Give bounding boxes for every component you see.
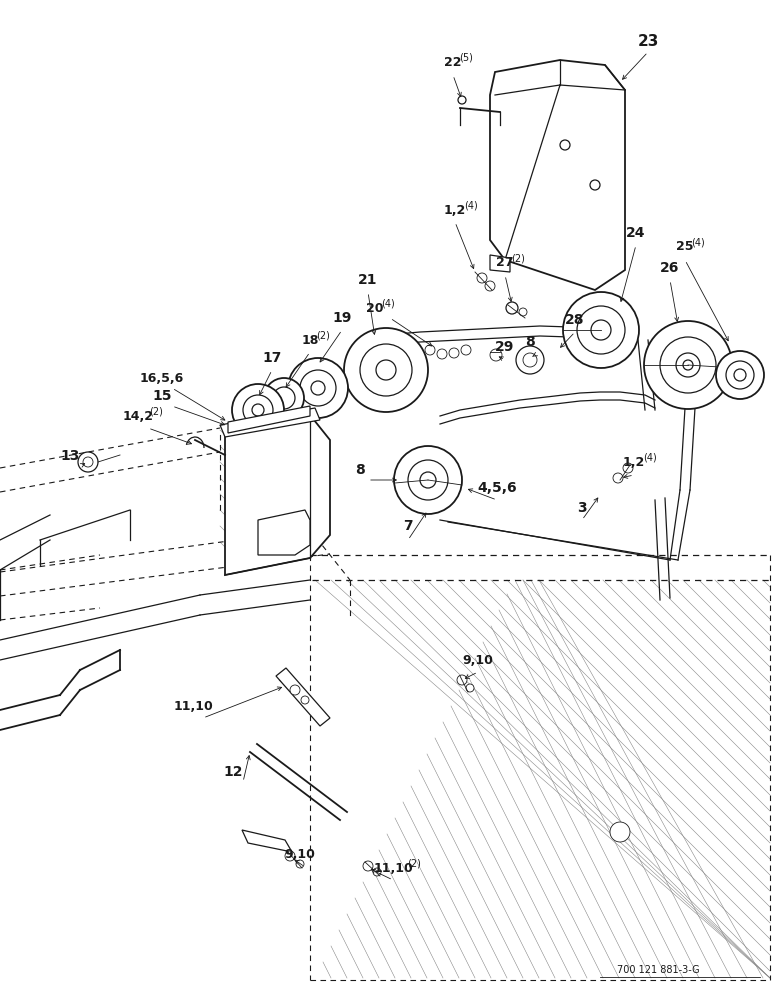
Circle shape <box>449 348 459 358</box>
Circle shape <box>466 684 474 692</box>
Polygon shape <box>242 830 292 852</box>
Circle shape <box>288 358 348 418</box>
Text: (4): (4) <box>381 298 394 308</box>
Text: 1,2: 1,2 <box>444 204 466 217</box>
Circle shape <box>78 452 98 472</box>
Text: 29: 29 <box>496 340 515 354</box>
Polygon shape <box>225 415 330 575</box>
Circle shape <box>591 320 611 340</box>
Polygon shape <box>220 408 320 437</box>
Text: 9,10: 9,10 <box>285 848 316 861</box>
Circle shape <box>519 308 527 316</box>
Circle shape <box>285 851 295 861</box>
Circle shape <box>676 353 700 377</box>
Circle shape <box>613 473 623 483</box>
Circle shape <box>437 349 447 359</box>
Polygon shape <box>276 668 330 726</box>
Circle shape <box>83 457 93 467</box>
Text: (2): (2) <box>511 253 525 263</box>
Text: 11,10: 11,10 <box>173 700 213 712</box>
Text: (5): (5) <box>459 52 472 62</box>
Circle shape <box>523 353 537 367</box>
Text: 20: 20 <box>366 302 384 314</box>
Circle shape <box>301 696 309 704</box>
Circle shape <box>644 321 732 409</box>
Text: 23: 23 <box>638 34 659 49</box>
Text: 9,10: 9,10 <box>462 654 493 666</box>
Circle shape <box>376 360 396 380</box>
Circle shape <box>563 292 639 368</box>
Circle shape <box>420 472 436 488</box>
Circle shape <box>560 140 570 150</box>
Text: 11,10: 11,10 <box>373 861 413 874</box>
Circle shape <box>457 675 467 685</box>
Circle shape <box>716 351 764 399</box>
Text: 18: 18 <box>301 334 319 347</box>
Circle shape <box>373 868 381 876</box>
Text: 21: 21 <box>358 273 378 287</box>
Text: 24: 24 <box>626 226 645 240</box>
Circle shape <box>273 387 295 409</box>
Circle shape <box>734 369 746 381</box>
Circle shape <box>300 370 336 406</box>
Circle shape <box>461 345 471 355</box>
Polygon shape <box>228 406 310 433</box>
Text: 22: 22 <box>444 55 462 68</box>
Circle shape <box>296 860 304 868</box>
Circle shape <box>726 361 754 389</box>
Circle shape <box>477 273 487 283</box>
Circle shape <box>252 404 264 416</box>
Text: 28: 28 <box>565 313 584 327</box>
Circle shape <box>623 463 633 473</box>
Circle shape <box>683 360 693 370</box>
Text: 12: 12 <box>223 765 242 779</box>
Circle shape <box>516 346 544 374</box>
Circle shape <box>506 302 518 314</box>
Text: (2): (2) <box>150 406 164 416</box>
Text: 26: 26 <box>660 261 679 275</box>
Circle shape <box>660 337 716 393</box>
Text: 27: 27 <box>496 256 513 269</box>
Text: 14,2: 14,2 <box>123 410 154 422</box>
Circle shape <box>243 395 273 425</box>
Text: 1,2: 1,2 <box>623 456 645 468</box>
Text: 8: 8 <box>525 335 535 349</box>
Text: 25: 25 <box>676 240 694 253</box>
Circle shape <box>290 685 300 695</box>
Circle shape <box>408 460 448 500</box>
Polygon shape <box>490 255 510 272</box>
Text: 4,5,6: 4,5,6 <box>477 481 516 495</box>
Text: 16,5,6: 16,5,6 <box>140 371 185 384</box>
Circle shape <box>363 861 373 871</box>
Text: 17: 17 <box>262 351 282 365</box>
Circle shape <box>232 384 284 436</box>
Text: 700 121 881-3-G: 700 121 881-3-G <box>618 965 700 975</box>
Text: (2): (2) <box>316 330 330 340</box>
Text: 7: 7 <box>403 519 413 533</box>
Text: 13: 13 <box>60 449 80 463</box>
Circle shape <box>264 378 304 418</box>
Circle shape <box>311 381 325 395</box>
Circle shape <box>458 96 466 104</box>
Text: (4): (4) <box>642 452 656 462</box>
Polygon shape <box>490 60 625 290</box>
Circle shape <box>485 281 495 291</box>
Circle shape <box>425 345 435 355</box>
Text: 8: 8 <box>355 463 365 477</box>
Text: (4): (4) <box>464 200 477 210</box>
Polygon shape <box>258 510 310 555</box>
Circle shape <box>577 306 625 354</box>
Circle shape <box>590 180 600 190</box>
Circle shape <box>394 446 462 514</box>
Circle shape <box>610 822 630 842</box>
Text: (4): (4) <box>691 237 705 247</box>
Text: 19: 19 <box>332 311 352 325</box>
Circle shape <box>360 344 412 396</box>
Text: (2): (2) <box>408 858 422 868</box>
Text: 3: 3 <box>577 501 587 515</box>
Circle shape <box>344 328 428 412</box>
Text: 15: 15 <box>152 389 171 403</box>
Circle shape <box>490 349 502 361</box>
